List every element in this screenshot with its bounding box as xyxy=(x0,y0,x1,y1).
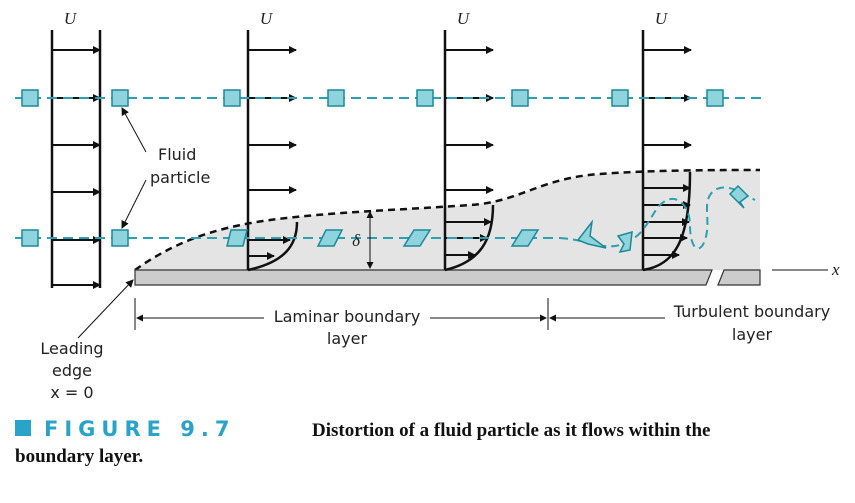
plate xyxy=(134,269,713,286)
particle xyxy=(21,229,39,247)
velocity-label: U xyxy=(260,9,274,28)
velocity-label: U xyxy=(457,9,471,28)
leading-edge-label: Leading xyxy=(40,339,103,358)
turbulent-label: layer xyxy=(732,325,773,344)
distorted-particle xyxy=(728,184,750,209)
distorted-particle xyxy=(316,229,344,247)
particle xyxy=(611,89,629,107)
particle xyxy=(111,89,129,107)
leader xyxy=(121,179,147,229)
distorted-particle xyxy=(576,219,607,249)
distorted-particle xyxy=(402,229,432,247)
distorted-particle xyxy=(510,229,540,247)
profile-curve xyxy=(642,171,692,272)
caption-text: Distortion of a fluid particle as it flo… xyxy=(312,420,710,441)
velocity-label: U xyxy=(64,9,78,28)
x-label: x xyxy=(831,260,840,279)
particle xyxy=(511,89,529,107)
fluid-particle-label: Fluid xyxy=(158,145,196,164)
boundary-layer-edge xyxy=(134,168,761,272)
particle xyxy=(111,229,129,247)
profile-curve xyxy=(247,221,299,272)
leader xyxy=(77,279,134,339)
plate xyxy=(717,269,761,286)
turbulent-label: Turbulent boundary xyxy=(673,302,830,321)
distorted-particle xyxy=(226,229,248,247)
distorted-particle xyxy=(616,230,633,254)
profile-curve xyxy=(444,204,495,272)
particle xyxy=(416,89,434,107)
leading-edge-label: x = 0 xyxy=(50,383,93,402)
leader xyxy=(121,107,147,153)
velocity-label: U xyxy=(655,9,669,28)
caption-text: boundary layer. xyxy=(15,446,143,467)
particle xyxy=(327,89,345,107)
figure-number: FIGURE 9.7 xyxy=(44,417,235,441)
laminar-label: Laminar boundary xyxy=(274,307,421,326)
fluid-particle-label: particle xyxy=(150,168,210,187)
caption-marker xyxy=(15,420,31,436)
laminar-label: layer xyxy=(327,329,368,348)
particle xyxy=(706,89,724,107)
particle xyxy=(223,89,241,107)
particles xyxy=(21,89,750,254)
particle xyxy=(21,89,39,107)
delta-label: δ xyxy=(352,231,361,250)
leading-edge-label: edge xyxy=(52,361,92,380)
